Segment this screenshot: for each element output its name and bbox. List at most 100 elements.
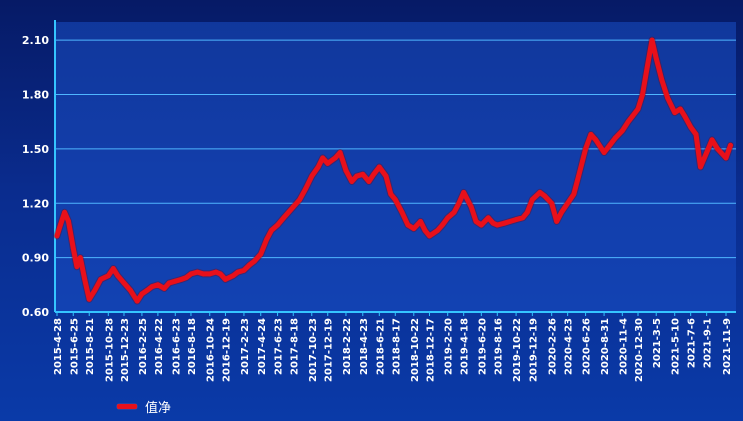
series-point bbox=[392, 197, 398, 203]
series-point bbox=[110, 266, 116, 271]
series-point bbox=[121, 280, 127, 286]
series-point bbox=[139, 291, 145, 297]
series-point bbox=[704, 150, 710, 155]
series-point bbox=[698, 164, 703, 170]
series-point bbox=[360, 171, 366, 177]
series-point bbox=[349, 179, 355, 184]
series-point bbox=[105, 273, 111, 279]
series-point bbox=[332, 155, 338, 161]
series-point bbox=[542, 193, 548, 199]
y-tick-label: 1.50 bbox=[22, 143, 49, 156]
series-point bbox=[98, 276, 104, 282]
series-point bbox=[490, 220, 496, 226]
series-point bbox=[74, 264, 80, 270]
series-point bbox=[247, 262, 252, 268]
legend-label: 值净 bbox=[145, 401, 172, 416]
series-point bbox=[435, 228, 441, 233]
series-point bbox=[54, 233, 60, 239]
series-point bbox=[172, 278, 178, 284]
series-point bbox=[217, 271, 223, 277]
series-point bbox=[281, 215, 287, 221]
x-tick-label: 2018-6-21 bbox=[375, 318, 386, 375]
series-point bbox=[693, 131, 699, 137]
series-point bbox=[309, 173, 315, 179]
series-point bbox=[537, 189, 543, 195]
series-point bbox=[77, 255, 83, 261]
series-point bbox=[207, 271, 213, 277]
series-point bbox=[619, 128, 625, 134]
x-tick-label: 2020-2-26 bbox=[548, 318, 559, 375]
series-point bbox=[213, 269, 219, 275]
series-point bbox=[629, 113, 635, 119]
x-tick-label: 2020-11-4 bbox=[618, 318, 629, 375]
series-point bbox=[155, 282, 161, 288]
x-tick-label: 2018-12-17 bbox=[425, 318, 436, 382]
series-point bbox=[445, 215, 451, 221]
x-tick-label: 2018-2-22 bbox=[342, 318, 353, 375]
series-point bbox=[200, 271, 206, 277]
x-tick-label: 2021-3-5 bbox=[652, 318, 663, 368]
series-point bbox=[422, 228, 428, 233]
series-point bbox=[709, 137, 715, 143]
series-point bbox=[451, 209, 457, 215]
series-point bbox=[649, 37, 655, 43]
series-point bbox=[82, 276, 88, 282]
x-tick-label: 2017-4-24 bbox=[257, 318, 268, 375]
series-point bbox=[485, 215, 491, 221]
series-point bbox=[549, 200, 555, 206]
series-point bbox=[241, 267, 247, 273]
series-point bbox=[66, 218, 71, 224]
series-point bbox=[128, 287, 133, 293]
series-point bbox=[644, 64, 650, 70]
series-point bbox=[86, 296, 92, 302]
series-point bbox=[653, 55, 659, 61]
series-point bbox=[677, 106, 683, 112]
x-tick-label: 2019-10-22 bbox=[512, 318, 523, 382]
series-point bbox=[715, 146, 720, 152]
series-point bbox=[728, 142, 733, 148]
series-point bbox=[576, 173, 581, 179]
series-point bbox=[625, 119, 631, 125]
series-point bbox=[286, 209, 291, 215]
series-point bbox=[62, 209, 67, 215]
x-tick-label: 2015-12-23 bbox=[120, 318, 131, 382]
x-tick-label: 2020-4-23 bbox=[564, 318, 575, 375]
series-point bbox=[405, 222, 411, 228]
x-tick-label: 2015-8-21 bbox=[85, 318, 96, 375]
series-point bbox=[418, 218, 423, 224]
series-point bbox=[115, 273, 121, 279]
x-tick-label: 2019-2-20 bbox=[444, 318, 455, 375]
series-point bbox=[607, 142, 613, 148]
series-point bbox=[275, 222, 280, 228]
series-point bbox=[640, 92, 645, 97]
series-point bbox=[659, 77, 665, 83]
series-point bbox=[501, 220, 507, 226]
series-point bbox=[461, 189, 467, 195]
series-point bbox=[456, 200, 462, 206]
series-point bbox=[303, 186, 308, 192]
series-point bbox=[478, 222, 484, 228]
series-point bbox=[583, 146, 588, 152]
series-point bbox=[264, 237, 270, 242]
series-point bbox=[513, 217, 519, 222]
x-tick-label: 2018-8-17 bbox=[391, 318, 402, 375]
series-point bbox=[388, 191, 394, 197]
series-point bbox=[399, 209, 405, 215]
x-tick-label: 2021-5-10 bbox=[671, 318, 682, 375]
x-tick-label: 2021-11-9 bbox=[722, 318, 733, 375]
legend: 值净 bbox=[117, 397, 171, 416]
x-tick-label: 2017-8-18 bbox=[289, 318, 300, 375]
series-point bbox=[161, 286, 167, 291]
x-tick-label: 2016-10-24 bbox=[206, 318, 217, 382]
x-tick-label: 2016-4-22 bbox=[154, 318, 165, 375]
series-point bbox=[565, 200, 571, 206]
y-tick-label: 0.60 bbox=[22, 306, 49, 319]
series-point bbox=[258, 251, 264, 257]
series-point bbox=[494, 222, 500, 228]
series-point bbox=[571, 191, 577, 197]
x-tick-label: 2016-12-19 bbox=[221, 318, 232, 382]
series-point bbox=[235, 269, 241, 275]
series-point bbox=[251, 258, 257, 264]
x-tick-label: 2020-6-26 bbox=[582, 318, 593, 375]
series-point bbox=[529, 197, 535, 203]
